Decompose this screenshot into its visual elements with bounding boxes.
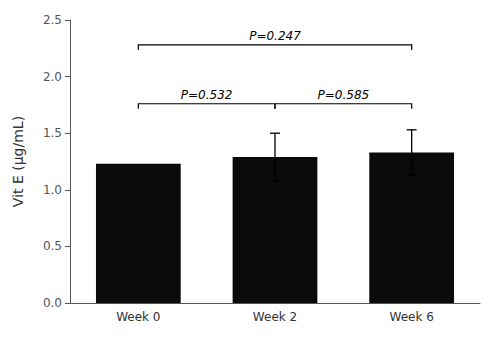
svg-text:Week 2: Week 2	[253, 310, 297, 324]
svg-text:1.0: 1.0	[43, 183, 62, 197]
svg-text:P=0.585: P=0.585	[318, 88, 370, 102]
svg-text:2.5: 2.5	[43, 13, 62, 27]
svg-text:P=0.247: P=0.247	[249, 29, 301, 43]
svg-text:1.5: 1.5	[43, 126, 62, 140]
svg-text:Vit E (µg/mL): Vit E (µg/mL)	[10, 116, 26, 207]
svg-text:0.5: 0.5	[43, 239, 62, 253]
svg-text:Week 6: Week 6	[390, 310, 434, 324]
svg-text:P=0.532: P=0.532	[181, 88, 233, 102]
svg-text:2.0: 2.0	[43, 70, 62, 84]
svg-text:0.0: 0.0	[43, 296, 62, 310]
svg-text:Week 0: Week 0	[116, 310, 160, 324]
